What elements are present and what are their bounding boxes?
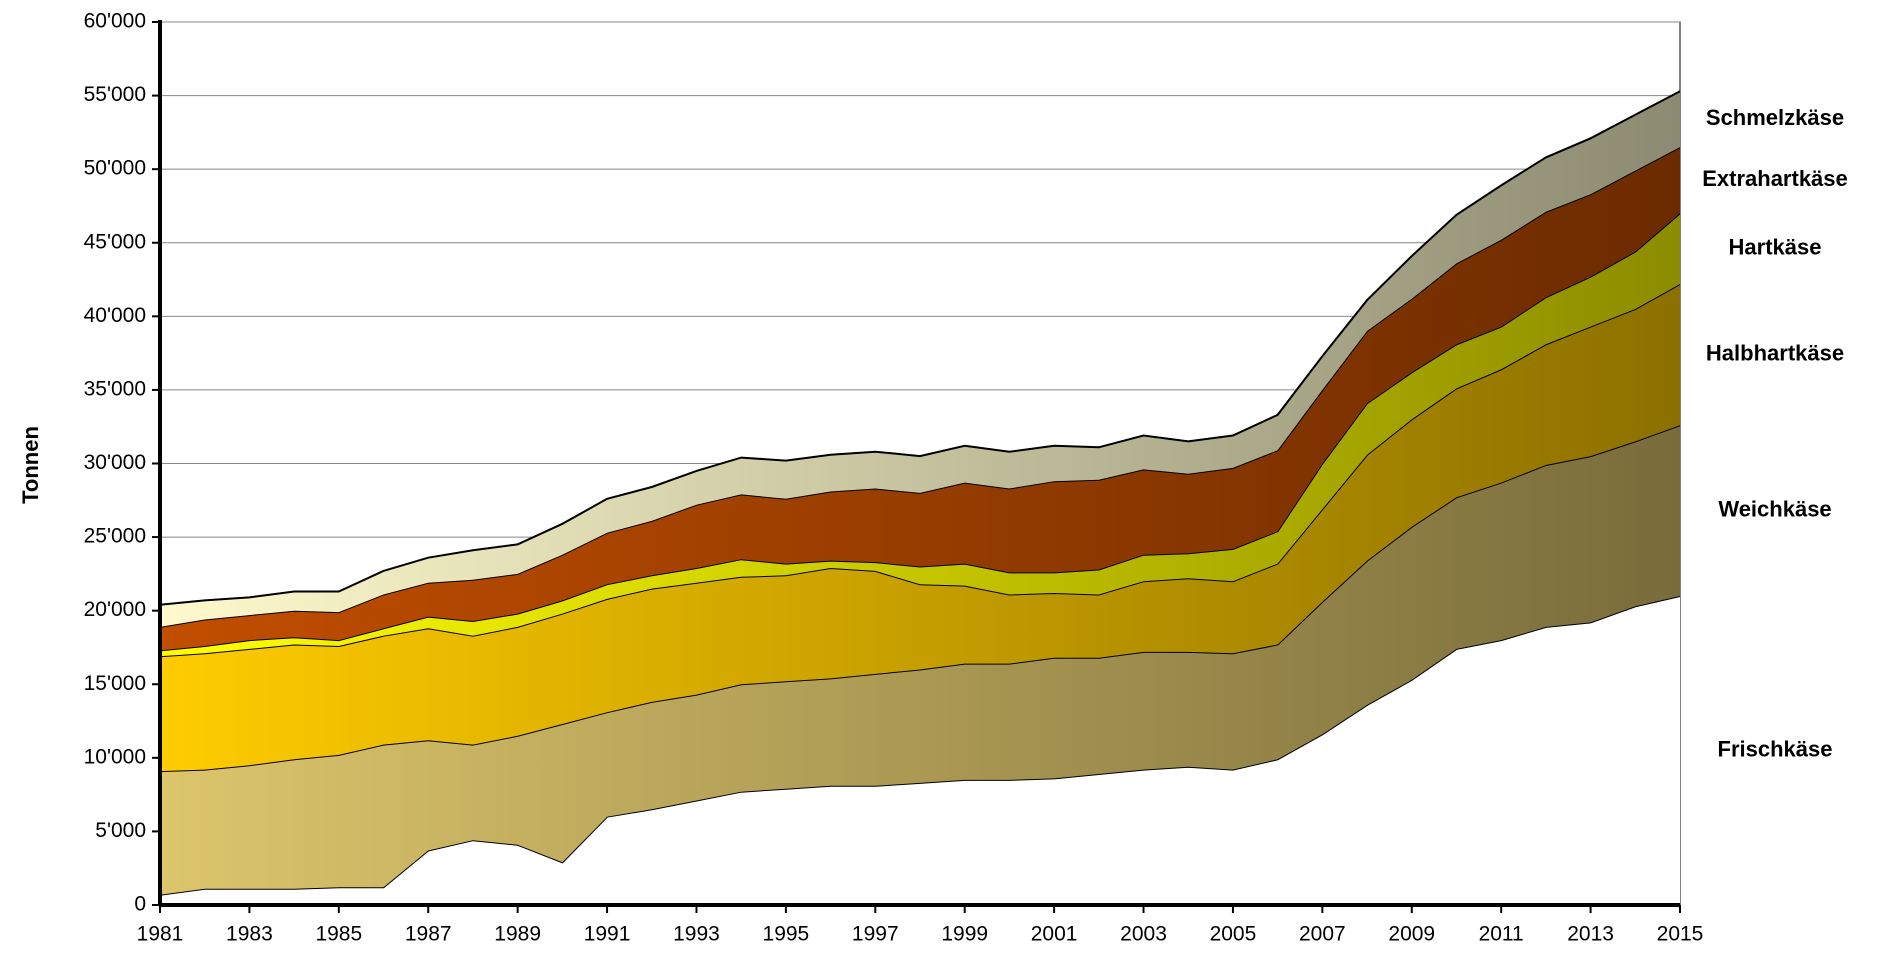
x-tick-label: 1993 — [673, 923, 720, 946]
y-tick-label: 5'000 — [95, 819, 146, 842]
y-tick-label: 20'000 — [84, 598, 146, 621]
y-tick-label: 55'000 — [84, 83, 146, 106]
series-area — [160, 425, 1680, 895]
x-tick-label: 1981 — [137, 923, 184, 946]
series-area — [160, 596, 1680, 905]
x-tick-label: 1995 — [763, 923, 810, 946]
y-tick-label: 25'000 — [84, 525, 146, 548]
series-label: Halbhartkäse — [1706, 340, 1844, 365]
y-tick-label: 45'000 — [84, 230, 146, 253]
x-tick-label: 2015 — [1657, 923, 1704, 946]
series-outline — [159, 90, 1681, 606]
y-tick-label: 35'000 — [84, 377, 146, 400]
x-tick-label: 1987 — [405, 923, 452, 946]
y-axis-title: Tonnen — [18, 426, 43, 504]
x-tick-label: 2007 — [1299, 923, 1346, 946]
series-area — [160, 284, 1680, 772]
x-tick-label: 2009 — [1388, 923, 1435, 946]
series-area — [160, 213, 1680, 657]
y-tick-label: 50'000 — [84, 157, 146, 180]
series-area — [160, 147, 1680, 651]
y-tick-label: 10'000 — [84, 745, 146, 768]
x-tick-label: 1983 — [226, 923, 273, 946]
series-label: Weichkäse — [1718, 496, 1831, 521]
y-tick-label: 15'000 — [84, 672, 146, 695]
x-tick-label: 2013 — [1567, 923, 1614, 946]
x-tick-label: 1985 — [315, 923, 362, 946]
series-label: Frischkäse — [1718, 736, 1833, 761]
series-label: Extrahartkäse — [1702, 166, 1848, 191]
x-tick-label: 1997 — [852, 923, 899, 946]
y-tick-label: 30'000 — [84, 451, 146, 474]
series-label: Schmelzkäse — [1706, 105, 1844, 130]
y-tick-label: 60'000 — [84, 10, 146, 33]
series-label: Hartkäse — [1729, 234, 1822, 259]
x-tick-label: 1999 — [941, 923, 988, 946]
x-tick-label: 2005 — [1210, 923, 1257, 946]
x-tick-label: 1989 — [494, 923, 541, 946]
y-tick-label: 40'000 — [84, 304, 146, 327]
x-tick-label: 1991 — [584, 923, 631, 946]
x-tick-label: 2011 — [1479, 923, 1524, 946]
x-tick-label: 2001 — [1031, 923, 1078, 946]
x-tick-label: 2003 — [1120, 923, 1167, 946]
y-tick-label: 0 — [134, 893, 146, 916]
